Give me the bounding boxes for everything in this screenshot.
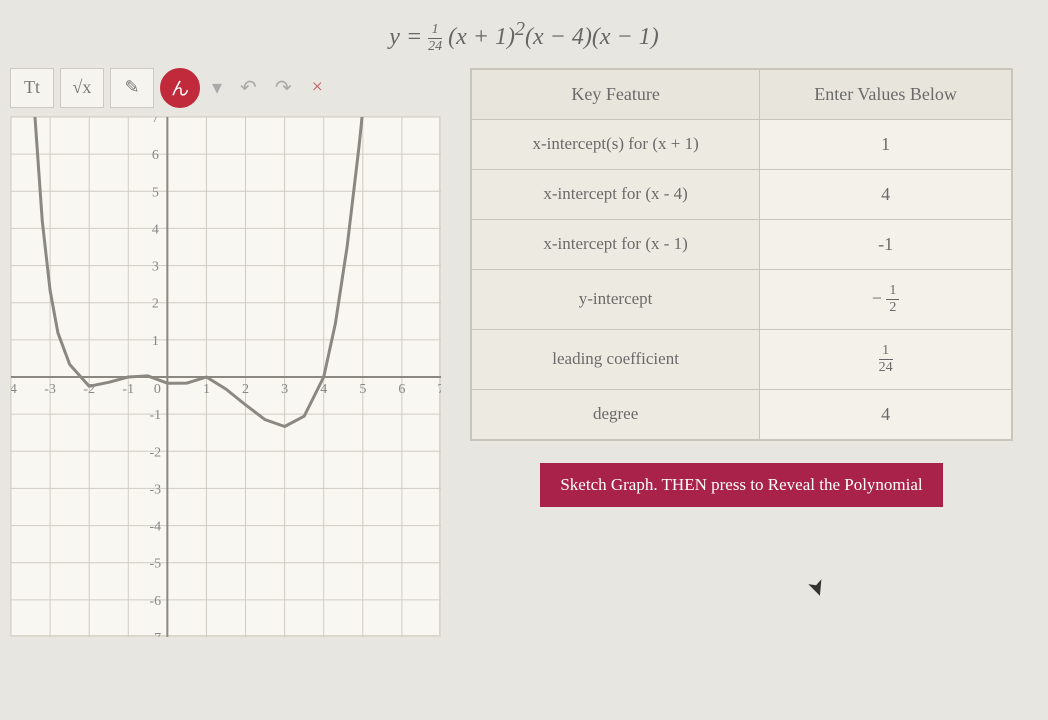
pen-tool[interactable]: ✎ [110, 68, 154, 108]
drawing-toolbar: Tt√x✎ん▾↶↷ × [10, 64, 440, 116]
reveal-polynomial-button[interactable]: Sketch Graph. THEN press to Reveal the P… [540, 463, 942, 507]
feature-label: x-intercept for (x - 4) [471, 169, 760, 219]
table-row: degree4 [471, 389, 1012, 440]
svg-text:3: 3 [281, 382, 288, 397]
svg-text:5: 5 [152, 185, 159, 200]
draw-tool[interactable]: ん [160, 68, 200, 108]
table-row: leading coefficient124 [471, 329, 1012, 389]
table-header-right: Enter Values Below [760, 69, 1012, 120]
text-tool[interactable]: Tt [10, 68, 54, 108]
svg-text:-5: -5 [150, 557, 162, 572]
graph-svg: -4-3-2-11234567-7-6-5-4-3-2-112345670 [11, 117, 441, 637]
svg-text:6: 6 [152, 148, 159, 163]
table-row: x-intercept(s) for (x + 1)1 [471, 119, 1012, 169]
svg-text:2: 2 [242, 382, 249, 397]
dropdown-icon[interactable]: ▾ [206, 75, 228, 100]
sqrt-tool[interactable]: √x [60, 68, 104, 108]
svg-text:-1: -1 [122, 382, 134, 397]
svg-text:5: 5 [359, 382, 366, 397]
feature-value[interactable]: 4 [760, 169, 1012, 219]
feature-label: x-intercept for (x - 1) [471, 219, 760, 269]
svg-text:3: 3 [152, 260, 159, 275]
close-icon[interactable]: × [304, 76, 331, 99]
svg-text:-6: -6 [150, 594, 162, 609]
svg-text:4: 4 [152, 222, 159, 237]
feature-label: x-intercept(s) for (x + 1) [471, 119, 760, 169]
eq-factors: (x + 1)2(x − 4)(x − 1) [448, 24, 659, 50]
polynomial-equation: y = 1 24 (x + 1)2(x − 4)(x − 1) [0, 0, 1048, 64]
svg-text:-1: -1 [150, 408, 162, 423]
svg-text:6: 6 [398, 382, 405, 397]
feature-label: y-intercept [471, 269, 760, 329]
svg-text:-4: -4 [150, 520, 162, 535]
feature-label: leading coefficient [471, 329, 760, 389]
feature-value[interactable]: 4 [760, 389, 1012, 440]
svg-text:-4: -4 [11, 382, 17, 397]
eq-coef-fraction: 1 24 [428, 23, 442, 54]
table-row: x-intercept for (x - 1)-1 [471, 219, 1012, 269]
key-feature-table: Key Feature Enter Values Below x-interce… [470, 68, 1013, 441]
svg-text:-2: -2 [150, 445, 162, 460]
svg-text:2: 2 [152, 297, 159, 312]
mouse-cursor-icon: ➤ [802, 575, 833, 601]
feature-value[interactable]: − 12 [760, 269, 1012, 329]
eq-lhs: y [389, 24, 400, 50]
feature-label: degree [471, 389, 760, 440]
svg-text:0: 0 [154, 382, 161, 397]
svg-text:1: 1 [152, 334, 159, 349]
undo-icon[interactable]: ↶ [234, 75, 263, 100]
table-row: y-intercept− 12 [471, 269, 1012, 329]
table-row: x-intercept for (x - 4)4 [471, 169, 1012, 219]
svg-text:-7: -7 [150, 631, 162, 637]
svg-text:1: 1 [203, 382, 210, 397]
graph-canvas[interactable]: -4-3-2-11234567-7-6-5-4-3-2-112345670 [10, 116, 440, 636]
svg-text:-3: -3 [44, 382, 56, 397]
feature-value[interactable]: 124 [760, 329, 1012, 389]
feature-value[interactable]: 1 [760, 119, 1012, 169]
svg-text:-3: -3 [150, 482, 162, 497]
feature-value[interactable]: -1 [760, 219, 1012, 269]
svg-text:7: 7 [152, 117, 159, 126]
redo-icon[interactable]: ↷ [269, 75, 298, 100]
table-header-left: Key Feature [471, 69, 760, 120]
svg-text:7: 7 [438, 382, 442, 397]
